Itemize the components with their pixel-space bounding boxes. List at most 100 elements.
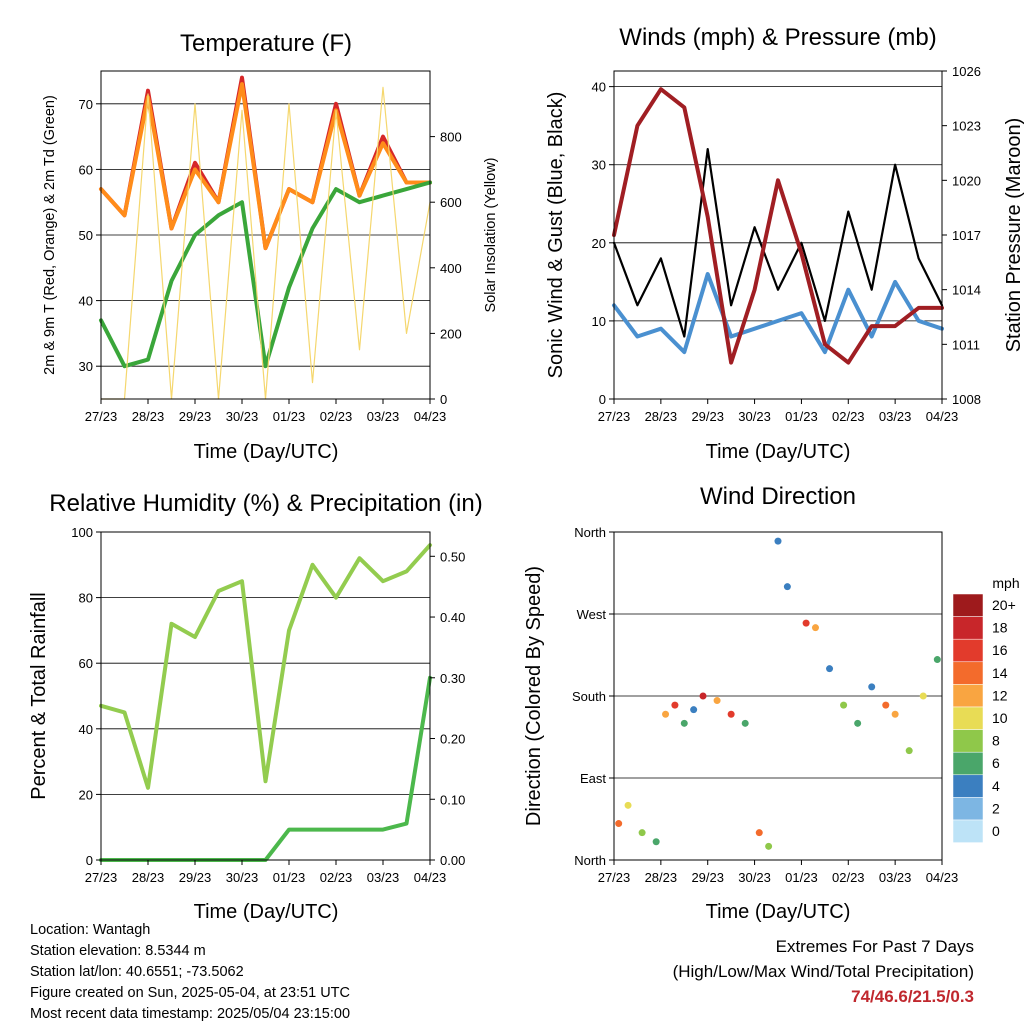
data-point [783, 583, 791, 591]
data-point [840, 701, 848, 709]
data-point [713, 697, 721, 705]
y-tick-label: North [574, 525, 606, 540]
y-tick-label: 0 [86, 853, 93, 868]
legend-label: 2 [992, 800, 1000, 816]
legend-swatch [952, 797, 984, 821]
x-tick-label: 03/23 [879, 870, 912, 885]
data-point [727, 710, 735, 718]
x-tick-label: 30/23 [226, 870, 259, 885]
y-tick-label: North [574, 853, 606, 868]
timestamp: Most recent data timestamp: 2025/05/04 2… [30, 1006, 351, 1022]
x-tick-label: 03/23 [367, 409, 400, 424]
y-tick-label: 70 [79, 97, 93, 112]
data-point [765, 842, 773, 850]
y2-tick-label: 1011 [952, 337, 980, 352]
y2-tick-label: 1014 [952, 283, 981, 298]
chart-title: Temperature (F) [180, 30, 352, 57]
data-point [662, 710, 670, 718]
legend-title: mph [992, 575, 1019, 591]
data-point [933, 656, 941, 664]
x-tick-label: 29/23 [691, 409, 724, 424]
chart-title: Relative Humidity (%) & Precipitation (i… [49, 490, 482, 517]
series-line [99, 82, 432, 251]
chart-title: Wind Direction [700, 483, 856, 510]
x-tick-label: 02/23 [832, 409, 865, 424]
x-tick-label: 01/23 [273, 409, 306, 424]
y-axis-label: Sonic Wind & Gust (Blue, Black) [545, 92, 567, 379]
data-point [671, 701, 679, 709]
x-tick-label: 27/23 [85, 409, 118, 424]
legend-swatch [952, 661, 984, 685]
data-point [905, 747, 913, 755]
x-tick-label: 29/23 [691, 870, 724, 885]
y-tick-label: 100 [71, 525, 93, 540]
y2-tick-label: 400 [440, 261, 462, 276]
extremes-box: Extremes For Past 7 Days (High/Low/Max W… [673, 934, 974, 1009]
y2-tick-label: 0.30 [440, 671, 465, 686]
x-tick-label: 30/23 [738, 870, 771, 885]
data-point [699, 692, 707, 700]
series-line [612, 148, 944, 338]
legend-swatch [952, 684, 984, 708]
data-point [854, 719, 862, 727]
x-tick-label: 28/23 [132, 409, 165, 424]
data-point [690, 706, 698, 714]
y-tick-label: East [580, 771, 606, 786]
data-point [615, 820, 623, 828]
legend-label: 20+ [992, 597, 1016, 613]
legend-swatch [952, 706, 984, 730]
x-tick-label: 04/23 [414, 870, 447, 885]
y2-tick-label: 0.00 [440, 853, 465, 868]
legend-swatch [952, 729, 984, 753]
legend-swatch [952, 774, 984, 798]
location: Location: Wantagh [30, 922, 151, 938]
data-point [919, 692, 927, 700]
y2-axis-label: Solar Insolation (Yellow) [483, 157, 499, 312]
legend-swatch [952, 616, 984, 640]
y-tick-label: 60 [79, 656, 93, 671]
x-tick-label: 28/23 [645, 409, 678, 424]
y2-tick-label: 1020 [952, 173, 981, 188]
data-point [624, 801, 632, 809]
y-tick-label: South [572, 689, 606, 704]
extremes-title: Extremes For Past 7 Days [775, 937, 974, 956]
y2-tick-label: 800 [440, 130, 462, 145]
y2-tick-label: 0.20 [440, 732, 465, 747]
y-tick-label: 40 [79, 294, 93, 309]
legend-swatch [952, 819, 984, 843]
data-point [802, 619, 810, 627]
data-point [638, 829, 646, 837]
legend-swatch [952, 751, 984, 776]
data-point [774, 537, 782, 545]
data-point [891, 710, 899, 718]
y-tick-label: 80 [79, 591, 93, 606]
x-tick-label: 02/23 [320, 409, 353, 424]
legend-swatch [952, 638, 984, 663]
speed-legend: 20+ 18 16 14 12 10 8 6 4 2 0 [952, 593, 1016, 843]
extremes-subtitle: (High/Low/Max Wind/Total Precipitation) [672, 962, 974, 981]
series-line [99, 180, 432, 369]
y-tick-label: 40 [592, 80, 606, 95]
y-tick-label: 20 [592, 236, 606, 251]
legend-label: 4 [992, 778, 1000, 794]
data-point [868, 683, 876, 691]
legend-label: 10 [992, 710, 1008, 726]
y2-tick-label: 200 [440, 326, 462, 341]
y2-tick-label: 1023 [952, 119, 981, 134]
series-line [612, 272, 944, 355]
plot-frame [100, 531, 431, 861]
extremes-values: 74/46.6/21.5/0.3 [851, 987, 974, 1006]
legend-swatch [952, 593, 984, 617]
elevation: Station elevation: 8.5344 m [30, 943, 206, 959]
series-line [99, 543, 432, 790]
x-axis-label: Time (Day/UTC) [194, 441, 339, 463]
data-point [652, 838, 660, 846]
x-tick-label: 02/23 [832, 870, 865, 885]
x-tick-label: 28/23 [645, 870, 678, 885]
y-axis-label: Direction (Colored By Speed) [523, 566, 545, 826]
legend-label: 0 [992, 823, 1000, 839]
x-tick-label: 30/23 [738, 409, 771, 424]
